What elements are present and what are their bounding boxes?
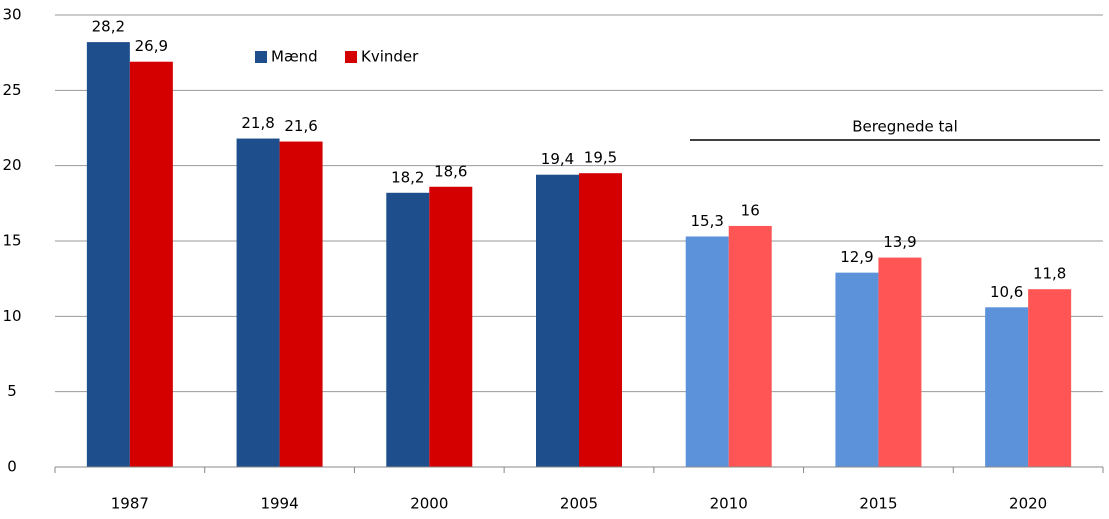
value-label: 11,8: [1033, 265, 1066, 283]
value-label: 12,9: [840, 248, 873, 266]
bar: [386, 192, 430, 467]
value-label: 10,6: [990, 283, 1023, 301]
y-tick-label: 20: [2, 156, 21, 174]
bar: [236, 138, 280, 467]
x-tick-label: 2020: [1009, 495, 1047, 513]
value-label: 18,2: [391, 168, 424, 186]
legend-swatch: [255, 51, 267, 63]
y-tick-label: 25: [2, 81, 21, 99]
x-tick-label: 2000: [410, 495, 448, 513]
x-tick-label: 2005: [560, 495, 598, 513]
value-label: 28,2: [92, 18, 125, 36]
bar: [728, 225, 772, 467]
legend-swatch: [345, 51, 357, 63]
value-label: 16: [741, 201, 760, 219]
bar: [429, 186, 473, 467]
y-tick-label: 5: [7, 382, 17, 400]
y-tick-label: 0: [7, 458, 17, 476]
bar: [86, 42, 130, 468]
bar: [279, 141, 323, 467]
bar: [1028, 289, 1072, 467]
x-tick-label: 1987: [111, 495, 149, 513]
value-label: 26,9: [135, 37, 168, 55]
legend-label: Kvinder: [361, 48, 419, 66]
bar: [129, 61, 173, 467]
bar: [985, 307, 1029, 467]
annotation: Beregnede tal: [852, 118, 958, 136]
bar: [835, 272, 879, 467]
bar: [579, 173, 622, 467]
value-label: 15,3: [691, 212, 724, 230]
bar: [878, 257, 922, 467]
y-tick-label: 10: [2, 307, 21, 325]
value-label: 13,9: [883, 233, 916, 251]
bar: [536, 174, 579, 467]
y-tick-label: 15: [2, 232, 21, 250]
value-label: 18,6: [434, 162, 467, 180]
y-tick-label: 30: [2, 6, 21, 24]
x-tick-label: 2010: [710, 495, 748, 513]
value-label: 21,6: [284, 117, 317, 135]
value-label: 19,4: [541, 150, 574, 168]
x-tick-label: 2015: [859, 495, 897, 513]
legend-label: Mænd: [271, 48, 318, 66]
value-label: 19,5: [584, 149, 617, 167]
bar: [685, 236, 729, 467]
x-tick-label: 1994: [260, 495, 298, 513]
value-label: 21,8: [241, 114, 274, 132]
